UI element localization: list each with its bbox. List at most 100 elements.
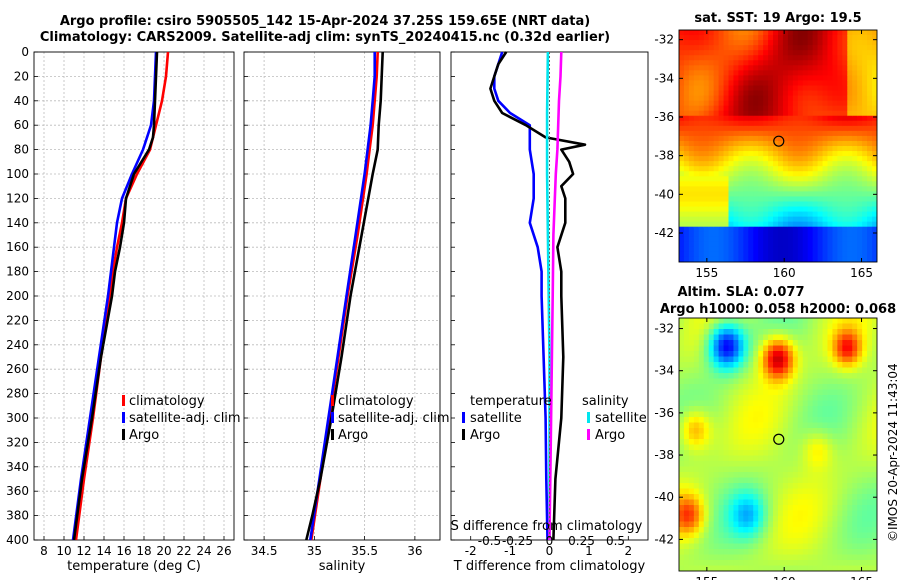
- map-cell: [827, 135, 834, 142]
- map-cell: [738, 323, 744, 330]
- map-cell: [807, 455, 814, 462]
- map-cell: [852, 100, 858, 107]
- map-cell: [817, 211, 824, 218]
- map-cell: [872, 543, 877, 550]
- map-cell: [867, 221, 873, 228]
- map-cell: [792, 510, 799, 517]
- map-cell: [753, 461, 759, 468]
- map-cell: [723, 351, 730, 358]
- map-cell: [758, 356, 764, 363]
- map-cell: [758, 85, 764, 92]
- map-cell: [812, 135, 819, 142]
- map-cell: [842, 161, 848, 167]
- map-cell: [743, 472, 749, 479]
- map-cell: [763, 80, 769, 87]
- map-cell: [867, 55, 873, 61]
- map-cell: [733, 216, 739, 223]
- map-cell: [743, 221, 749, 228]
- map-cell: [867, 216, 873, 223]
- map-cell: [753, 110, 759, 117]
- map-cell: [862, 206, 868, 213]
- map-cell: [842, 186, 848, 192]
- map-cell: [758, 50, 764, 56]
- map-cell: [703, 554, 710, 561]
- map-cell: [768, 334, 774, 341]
- map-cell: [683, 417, 690, 424]
- map-cell: [753, 241, 759, 248]
- map-cell: [753, 85, 759, 92]
- map-cell: [787, 428, 794, 435]
- map-cell: [753, 211, 759, 218]
- map-cell: [867, 450, 873, 457]
- map-cell: [693, 505, 700, 512]
- map-cell: [862, 110, 868, 117]
- map-cell: [723, 226, 730, 233]
- map-cell: [713, 171, 720, 177]
- map-cell: [768, 130, 774, 137]
- map-cell: [842, 466, 848, 473]
- map-cell: [822, 236, 829, 243]
- map-cell: [713, 156, 720, 162]
- map-cell: [807, 334, 814, 341]
- map-cell: [782, 75, 789, 82]
- map-cell: [852, 151, 858, 157]
- map-cell: [778, 70, 784, 76]
- map-cell: [822, 356, 829, 363]
- map-cell: [743, 151, 749, 157]
- map-cell: [738, 554, 744, 561]
- map-cell: [792, 340, 799, 347]
- map-cell: [847, 161, 853, 167]
- map-cell: [753, 201, 759, 208]
- map-cell: [683, 85, 690, 92]
- map-cell: [698, 499, 705, 506]
- map-cell: [787, 373, 794, 380]
- map-cell: [778, 161, 784, 167]
- map-cell: [723, 466, 730, 473]
- map-cell: [763, 367, 769, 374]
- map-cell: [693, 105, 700, 112]
- map-cell: [778, 55, 784, 61]
- map-cell: [837, 428, 843, 435]
- map-cell: [867, 417, 873, 424]
- map-cell: [857, 560, 863, 567]
- map-cell: [683, 362, 690, 369]
- map-cell: [758, 395, 764, 402]
- map-cell: [852, 450, 858, 457]
- map-cell: [842, 115, 848, 122]
- map-x-tick-label: 155: [695, 266, 718, 280]
- map-cell: [713, 345, 720, 352]
- map-cell: [748, 323, 754, 330]
- map-cell: [857, 417, 863, 424]
- map-cell: [693, 527, 700, 534]
- map-cell: [768, 384, 774, 391]
- map-cell: [723, 384, 730, 391]
- map-cell: [763, 85, 769, 92]
- map-cell: [807, 417, 814, 424]
- map-cell: [683, 171, 690, 177]
- map-cell: [792, 206, 799, 213]
- map-cell: [807, 216, 814, 223]
- map-cell: [698, 554, 705, 561]
- map-cell: [679, 130, 685, 137]
- map-cell: [862, 90, 868, 97]
- map-cell: [723, 505, 730, 512]
- map-cell: [758, 428, 764, 435]
- map-cell: [758, 156, 764, 162]
- map-cell: [822, 241, 829, 248]
- map-cell: [822, 483, 829, 490]
- map-cell: [778, 362, 784, 369]
- map-cell: [688, 384, 695, 391]
- map-cell: [679, 40, 685, 46]
- map-cell: [693, 161, 700, 167]
- map-cell: [713, 362, 720, 369]
- map-cell: [837, 80, 843, 87]
- map-cell: [743, 560, 749, 567]
- map-cell: [708, 329, 715, 336]
- map-cell: [703, 510, 710, 517]
- map-cell: [708, 251, 715, 258]
- map-cell: [758, 236, 764, 243]
- map-cell: [817, 256, 824, 262]
- map-cell: [832, 231, 838, 238]
- map-cell: [852, 461, 858, 468]
